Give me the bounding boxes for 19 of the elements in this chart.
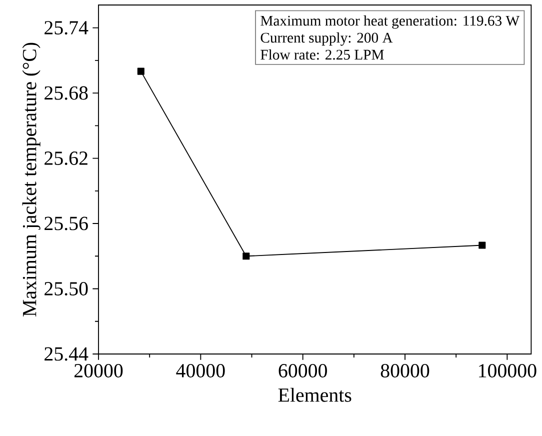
annotation: Maximum motor heat generation: 119.63 W bbox=[260, 15, 520, 29]
y-tick-label: 25.74 bbox=[44, 21, 88, 35]
x-axis-title: Elements bbox=[278, 388, 352, 402]
x-tick-label: 40000 bbox=[176, 364, 225, 378]
y-tick-label: 25.68 bbox=[44, 86, 88, 100]
y-axis-title: Maximum jacket temperature (°C) bbox=[22, 42, 40, 316]
x-tick-label: 20000 bbox=[74, 364, 123, 378]
point bbox=[137, 68, 144, 75]
x-tick-label: 80000 bbox=[380, 364, 430, 378]
x-tick-label: 100000 bbox=[479, 364, 536, 378]
point bbox=[478, 242, 486, 249]
x-tick-label: 60000 bbox=[278, 364, 327, 378]
y-tick-label: 25.44 bbox=[44, 347, 88, 361]
annotation: Flow rate: 2.25 LPM bbox=[260, 49, 384, 60]
y-tick-label: 25.62 bbox=[44, 152, 88, 166]
y-tick-label: 25.56 bbox=[44, 216, 88, 230]
annotation: Current supply: 200 A bbox=[260, 32, 393, 46]
y-tick-label: 25.50 bbox=[44, 282, 88, 296]
point bbox=[242, 252, 250, 260]
